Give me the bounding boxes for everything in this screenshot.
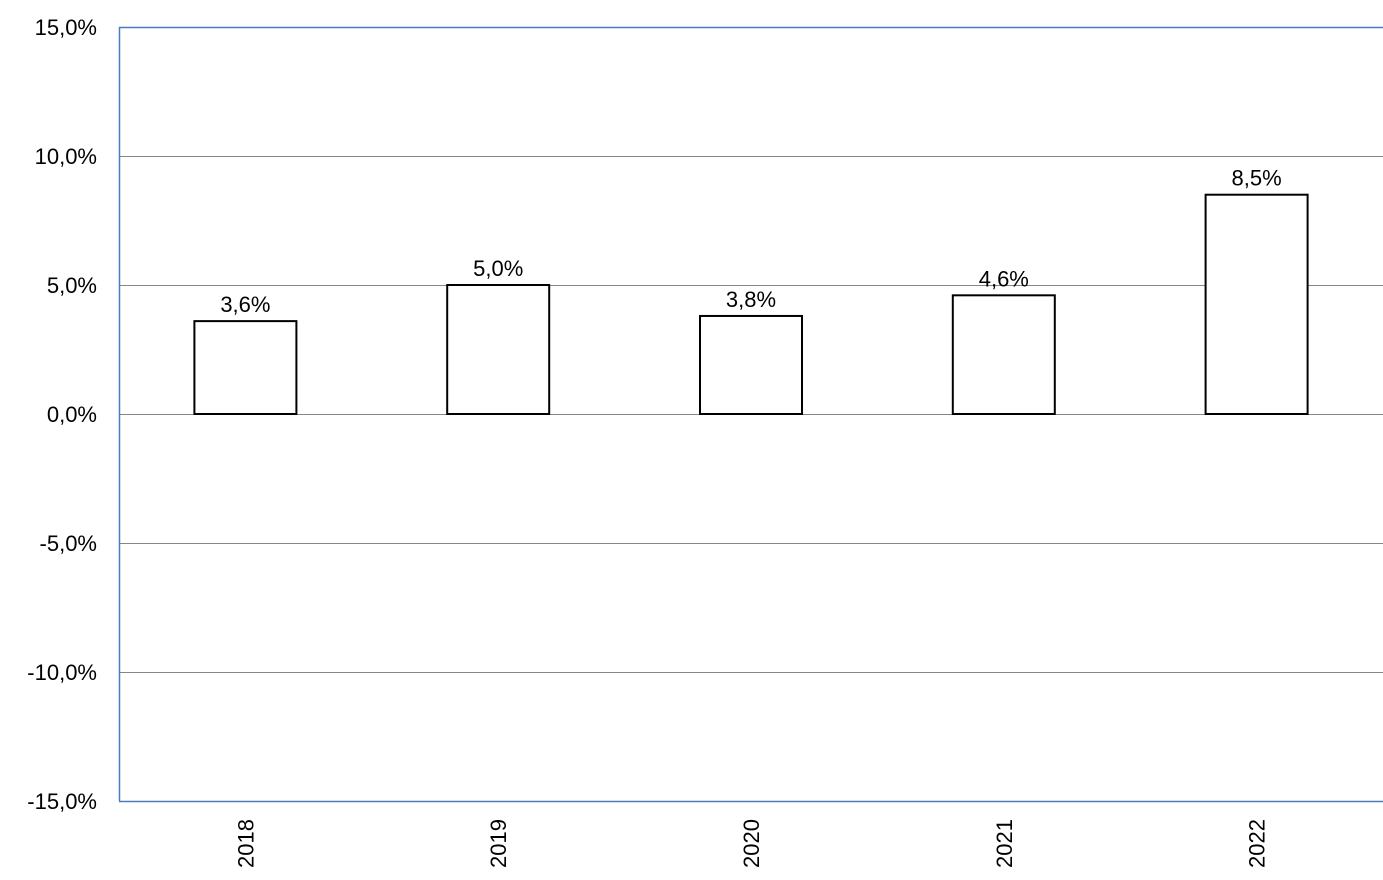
bar-2018 bbox=[193, 320, 298, 415]
y-tick-label: 5,0% bbox=[47, 273, 97, 298]
data-label: 3,8% bbox=[726, 287, 776, 312]
data-label: 8,5% bbox=[1232, 166, 1282, 191]
x-tick-label: 2019 bbox=[486, 819, 511, 868]
y-tick-label: -5,0% bbox=[40, 531, 97, 556]
y-tick-labels: 15,0% 10,0% 5,0% 0,0% -5,0% -10,0% -15,0% bbox=[27, 15, 97, 814]
y-tick-label: 0,0% bbox=[47, 402, 97, 427]
x-tick-label: 2022 bbox=[1245, 819, 1270, 868]
x-tick-labels: 2018 2019 2020 2021 2022 bbox=[233, 819, 1269, 868]
y-tick-label: 15,0% bbox=[35, 15, 97, 40]
x-tick-label: 2021 bbox=[992, 819, 1017, 868]
bar-2022 bbox=[1204, 193, 1309, 415]
data-label: 3,6% bbox=[220, 292, 270, 317]
data-label: 4,6% bbox=[979, 266, 1029, 291]
bar-2019 bbox=[446, 284, 551, 415]
bars bbox=[193, 193, 1309, 416]
bar-2020 bbox=[699, 314, 803, 415]
y-tick-label: -10,0% bbox=[27, 660, 97, 685]
data-labels: 3,6% 5,0% 3,8% 4,6% 8,5% bbox=[220, 166, 1281, 317]
x-tick-label: 2018 bbox=[233, 819, 258, 868]
data-label: 5,0% bbox=[473, 256, 523, 281]
x-tick-label: 2020 bbox=[739, 819, 764, 868]
bar-2021 bbox=[951, 294, 1056, 416]
y-tick-label: -15,0% bbox=[27, 789, 97, 814]
y-tick-label: 10,0% bbox=[35, 144, 97, 169]
gridlines bbox=[119, 26, 1383, 803]
